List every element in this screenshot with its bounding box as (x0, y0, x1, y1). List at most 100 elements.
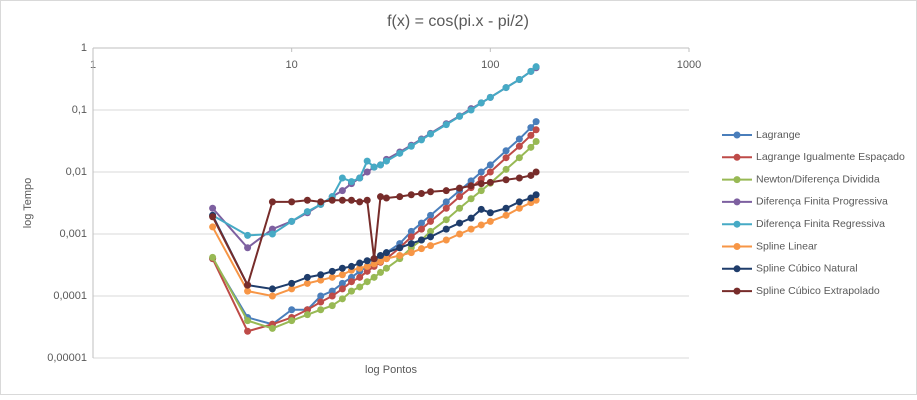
data-point (288, 217, 296, 225)
data-point (209, 204, 217, 212)
data-point (515, 142, 523, 150)
data-point (396, 252, 404, 260)
data-point (338, 279, 346, 287)
data-point (502, 204, 510, 212)
legend-label: Spline Linear (756, 240, 818, 252)
data-point (427, 233, 435, 241)
y-tick-label: 0,01 (66, 166, 87, 178)
data-point (467, 225, 475, 233)
data-point (532, 168, 540, 176)
data-point (328, 292, 336, 300)
legend-label: Diferença Finita Progressiva (756, 196, 888, 208)
data-point (244, 287, 252, 295)
data-point (486, 209, 494, 217)
data-point (515, 174, 523, 182)
data-point (244, 317, 252, 325)
data-point (467, 177, 475, 185)
data-point (407, 249, 415, 257)
data-point (268, 225, 276, 233)
data-point (515, 204, 523, 212)
data-point (477, 187, 485, 195)
data-point (527, 194, 535, 202)
data-point (363, 157, 371, 165)
data-point (338, 271, 346, 279)
data-point (303, 279, 311, 287)
data-point (417, 190, 425, 198)
data-point (244, 281, 252, 289)
data-point (502, 176, 510, 184)
data-point (317, 198, 325, 206)
data-point (382, 249, 390, 257)
data-point (347, 278, 355, 286)
data-point (442, 121, 450, 129)
data-point (477, 180, 485, 188)
data-point (515, 135, 523, 143)
data-point (467, 195, 475, 203)
data-point (317, 271, 325, 279)
data-point (396, 244, 404, 252)
data-point (244, 231, 252, 239)
y-tick-label: 0,001 (59, 228, 87, 240)
data-point (356, 259, 364, 267)
data-point (209, 223, 217, 231)
legend-label: Newton/Diferença Dividida (756, 173, 880, 185)
data-point (486, 217, 494, 225)
data-point (268, 198, 276, 206)
data-point (338, 196, 346, 204)
data-point (377, 252, 385, 260)
data-point (456, 219, 464, 227)
data-point (363, 278, 371, 286)
data-point (338, 295, 346, 303)
data-point (442, 204, 450, 212)
data-point (328, 287, 336, 295)
data-point (370, 273, 378, 281)
data-point (502, 154, 510, 162)
data-point (303, 311, 311, 319)
y-tick-label: 0,1 (72, 104, 87, 116)
data-point (427, 217, 435, 225)
legend-marker (733, 220, 741, 228)
x-axis-label: log Pontos (365, 364, 417, 376)
data-point (356, 174, 364, 182)
data-point (456, 230, 464, 238)
data-point (382, 255, 390, 263)
data-point (382, 194, 390, 202)
data-point (363, 168, 371, 176)
data-point (417, 225, 425, 233)
data-point (532, 118, 540, 126)
data-point (532, 138, 540, 146)
data-point (377, 268, 385, 276)
data-point (486, 168, 494, 176)
data-point (347, 262, 355, 270)
legend: Lagrange Lagrange Igualmente Espaçado Newt… (722, 129, 905, 297)
data-point (377, 161, 385, 169)
x-tick-label: 1000 (677, 59, 701, 71)
data-point (502, 84, 510, 92)
data-point (268, 285, 276, 293)
data-point (407, 191, 415, 199)
data-point (467, 106, 475, 114)
data-point (317, 306, 325, 314)
data-point (407, 142, 415, 150)
data-point (527, 131, 535, 139)
legend-marker (733, 265, 741, 273)
data-point (363, 262, 371, 270)
data-point (456, 184, 464, 192)
data-point (477, 99, 485, 107)
data-point (417, 245, 425, 253)
data-point (303, 208, 311, 216)
data-point (382, 157, 390, 165)
data-point (288, 198, 296, 206)
data-point (407, 240, 415, 248)
data-point (317, 298, 325, 306)
data-point (338, 264, 346, 272)
y-axis-label: log Tempo (22, 178, 34, 229)
data-point (396, 193, 404, 201)
legend-marker (733, 198, 741, 206)
data-point (338, 187, 346, 195)
data-point (442, 236, 450, 244)
data-point (532, 196, 540, 204)
data-point (532, 191, 540, 199)
data-point (328, 196, 336, 204)
